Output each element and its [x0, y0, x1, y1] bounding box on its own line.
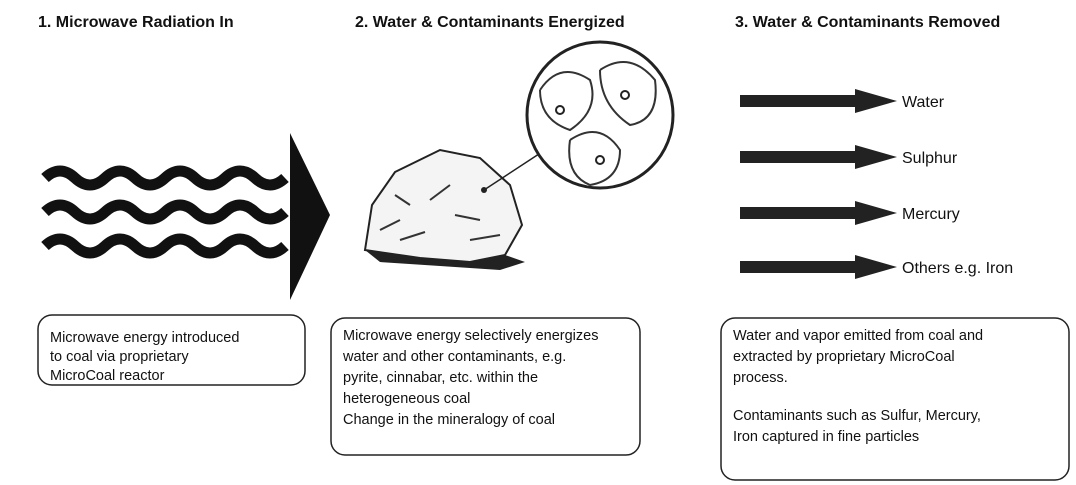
description-line: heterogeneous coal	[343, 391, 470, 407]
description-line: MicroCoal reactor	[50, 368, 165, 384]
description-line: water and other contaminants, e.g.	[342, 349, 566, 365]
arrow-head	[290, 133, 330, 300]
description-line: Contaminants such as Sulfur, Mercury,	[733, 408, 981, 424]
output-label: Mercury	[902, 206, 960, 223]
description-line: Water and vapor emitted from coal and	[733, 328, 983, 344]
description-line: pyrite, cinnabar, etc. within the	[343, 370, 538, 386]
description-line: Change in the mineralogy of coal	[343, 412, 555, 428]
output-label: Others e.g. Iron	[902, 260, 1013, 277]
output-label: Water	[902, 94, 945, 111]
diagram: 1. Microwave Radiation In 2. Water & Con…	[0, 0, 1076, 485]
output-arrows	[740, 89, 897, 279]
description-line: process.	[733, 370, 788, 386]
coal-icon	[365, 42, 673, 270]
output-label: Sulphur	[902, 150, 958, 167]
step-title: 3. Water & Contaminants Removed	[735, 14, 1000, 31]
description-line: Microwave energy selectively energizes	[343, 328, 598, 344]
step-title: 1. Microwave Radiation In	[38, 14, 234, 31]
description-line: extracted by proprietary MicroCoal	[733, 349, 955, 365]
description-line: Iron captured in fine particles	[733, 429, 919, 445]
description-line: Microwave energy introduced	[50, 330, 239, 346]
description-line: to coal via proprietary	[50, 349, 189, 365]
microwave-icon	[45, 171, 285, 253]
step-title: 2. Water & Contaminants Energized	[355, 14, 625, 31]
